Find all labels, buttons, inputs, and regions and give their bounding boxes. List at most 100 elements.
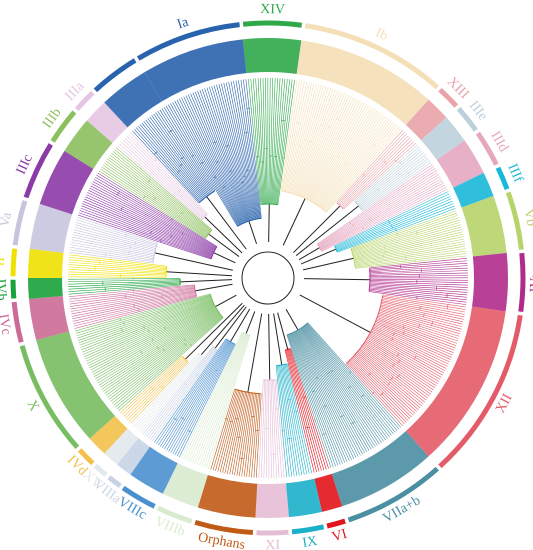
- leaf-branch: [77, 296, 212, 341]
- leaf-branch: [281, 364, 300, 476]
- leaf-branch: [369, 290, 467, 303]
- clade-arc-IX: [291, 524, 325, 535]
- leaf-branch: [243, 393, 255, 477]
- leaf-branch: [159, 109, 214, 193]
- leaf-branch: [168, 342, 232, 452]
- leaf-branch: [68, 269, 167, 274]
- leaf-branch: [345, 363, 403, 426]
- leaf-branch: [70, 289, 195, 310]
- leaf-branch: [141, 356, 204, 433]
- leaf-band-VIIa+b: [331, 431, 429, 507]
- leaf-branch: [325, 126, 400, 212]
- clade-arc-XII: [438, 314, 523, 469]
- leaf-branch: [72, 292, 196, 320]
- leaf-branch: [243, 79, 261, 219]
- tree-branches: [68, 77, 469, 478]
- leaf-branch: [318, 172, 438, 247]
- leaf-branch: [322, 120, 392, 209]
- leaf-branch: [236, 392, 251, 476]
- leaf-branch: [69, 254, 167, 267]
- clade-stem: [273, 313, 283, 365]
- leaf-branch: [341, 139, 413, 208]
- leaf-branch: [84, 198, 213, 255]
- leaf-band-IIIb: [64, 120, 113, 169]
- leaf-band-XII: [405, 306, 506, 457]
- leaf-branch: [75, 222, 157, 246]
- leaf-branch: [337, 131, 405, 204]
- leaf-branch: [158, 339, 228, 446]
- leaf-branch: [281, 80, 300, 192]
- clade-label-Va: Va: [0, 210, 15, 228]
- leaf-branch: [348, 361, 407, 423]
- leaf-branch: [263, 379, 267, 478]
- clade-stem: [302, 257, 354, 271]
- leaf-branch: [213, 85, 253, 221]
- leaf-branch: [287, 83, 315, 193]
- clade-arc-IIId: [475, 131, 499, 166]
- leaf-band-IVd: [89, 415, 128, 454]
- leaf-branch: [68, 283, 181, 293]
- leaf-branch: [318, 168, 436, 246]
- leaf-branch: [355, 255, 467, 269]
- leaf-branch: [116, 147, 213, 231]
- clade-arcs: [10, 20, 526, 536]
- leaf-branch: [178, 98, 242, 225]
- clade-stem: [215, 294, 237, 308]
- leaf-branch: [286, 363, 313, 474]
- inner-node-arc: [398, 185, 400, 187]
- leaf-branch: [121, 356, 184, 415]
- leaf-branch: [282, 80, 303, 192]
- clade-node-arc: [336, 202, 344, 210]
- leaf-branch: [278, 365, 293, 477]
- leaf-branch: [68, 284, 181, 295]
- clade-arc-XIV: [242, 20, 303, 28]
- leaf-branch: [275, 79, 291, 205]
- leaf-branch: [286, 82, 312, 193]
- leaf-branch: [252, 78, 263, 205]
- leaf-branch: [123, 358, 185, 417]
- leaf-branch: [72, 293, 196, 322]
- leaf-branch: [312, 105, 370, 203]
- leaf-branch: [371, 328, 448, 367]
- leaf-branch: [68, 271, 167, 276]
- leaf-branch: [72, 234, 155, 254]
- leaf-branch: [257, 78, 265, 205]
- leaf-band-X: [36, 331, 115, 439]
- leaf-branch: [320, 184, 446, 251]
- leaf-branch: [302, 326, 384, 442]
- leaf-branch: [354, 236, 464, 261]
- leaf-branch: [103, 311, 219, 392]
- leaf-branch: [293, 86, 327, 194]
- leaf-branch: [275, 379, 285, 478]
- leaf-band-VIIIb: [162, 463, 208, 508]
- leaf-branch: [361, 160, 430, 210]
- clade-arc-VIIIb: [156, 505, 193, 524]
- leaf-branch: [280, 80, 298, 191]
- leaf-branch: [360, 347, 429, 399]
- leaf-branch: [70, 246, 154, 261]
- leaf-branch: [279, 365, 295, 477]
- leaf-branch: [336, 200, 453, 250]
- leaf-branch: [365, 340, 437, 387]
- leaf-branch: [81, 205, 213, 257]
- leaf-branch: [145, 119, 206, 198]
- leaf-branch: [133, 353, 200, 427]
- clade-stem: [206, 196, 247, 250]
- leaf-branch: [283, 81, 305, 192]
- clade-stem: [282, 198, 306, 246]
- leaf-branch: [285, 82, 310, 192]
- leaf-branch: [376, 319, 455, 351]
- leaf-branch: [68, 284, 195, 297]
- clade-node-arc: [280, 190, 327, 213]
- leaf-branch: [139, 355, 203, 432]
- leaf-branch: [350, 359, 411, 420]
- leaf-band-XIII: [405, 99, 447, 141]
- leaf-branch: [77, 217, 158, 244]
- leaf-branch: [194, 91, 247, 223]
- leaf-branch: [162, 340, 230, 448]
- leaf-branch: [286, 334, 332, 468]
- leaf-branch: [110, 314, 221, 402]
- leaf-branch: [363, 342, 434, 391]
- leaf-branch: [353, 356, 416, 414]
- leaf-branch: [289, 333, 341, 465]
